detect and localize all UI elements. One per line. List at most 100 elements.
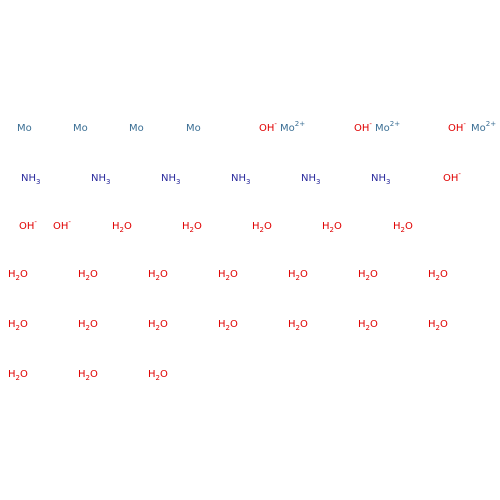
symbol-tail: O	[440, 319, 448, 330]
symbol-tail: O	[90, 319, 98, 330]
subscript: 3	[386, 178, 390, 186]
atom-label: H2O	[393, 221, 413, 234]
charge: 2+	[390, 120, 400, 128]
atom-label: H2O	[78, 269, 98, 282]
charge: -	[463, 120, 466, 128]
charge: -	[369, 120, 372, 128]
atom-label: Mo	[129, 123, 144, 134]
atom-label: OH-	[53, 218, 71, 232]
symbol-tail: O	[20, 319, 28, 330]
symbol: H	[78, 269, 86, 280]
atom-label: H2O	[428, 269, 448, 282]
symbol: H	[112, 221, 120, 232]
atom-label: Mo2+	[471, 120, 496, 134]
subscript: 2	[86, 274, 90, 282]
charge: 2+	[295, 120, 305, 128]
atom-label: NH3	[371, 173, 390, 186]
symbol: OH	[354, 123, 369, 134]
atom-label: NH3	[161, 173, 180, 186]
atom-label: OH-	[19, 218, 37, 232]
symbol: H	[218, 319, 226, 330]
subscript: 2	[190, 226, 194, 234]
symbol: H	[428, 269, 436, 280]
atom-label: H2O	[78, 369, 98, 382]
atom-label: OH-	[443, 170, 461, 184]
symbol-tail: O	[334, 221, 342, 232]
atom-label: H2O	[8, 319, 28, 332]
symbol-tail: O	[370, 319, 378, 330]
symbol-tail: O	[300, 269, 308, 280]
atom-label: H2O	[112, 221, 132, 234]
symbol: H	[358, 269, 366, 280]
atom-label: H2O	[148, 319, 168, 332]
atom-label: H2O	[148, 269, 168, 282]
atom-label: NH3	[21, 173, 40, 186]
atom-label: Mo	[186, 123, 201, 134]
symbol-tail: O	[20, 369, 28, 380]
charge: -	[68, 218, 71, 226]
charge: 2+	[486, 120, 496, 128]
subscript: 2	[436, 324, 440, 332]
symbol: H	[322, 221, 330, 232]
symbol-tail: O	[440, 269, 448, 280]
symbol: H	[358, 319, 366, 330]
symbol: NH	[231, 173, 246, 184]
subscript: 2	[16, 374, 20, 382]
atom-label: H2O	[252, 221, 272, 234]
symbol: NH	[161, 173, 176, 184]
symbol: H	[218, 269, 226, 280]
atom-label: OH-	[354, 120, 372, 134]
atom-label: Mo2+	[375, 120, 400, 134]
atom-label: H2O	[78, 319, 98, 332]
symbol-tail: O	[90, 269, 98, 280]
symbol: H	[252, 221, 260, 232]
symbol: NH	[21, 173, 36, 184]
symbol: OH	[53, 221, 68, 232]
symbol: Mo	[186, 123, 201, 134]
atom-label: H2O	[8, 269, 28, 282]
subscript: 2	[296, 324, 300, 332]
atom-label: H2O	[218, 319, 238, 332]
symbol: NH	[301, 173, 316, 184]
subscript: 2	[16, 274, 20, 282]
symbol: OH	[448, 123, 463, 134]
charge: -	[34, 218, 37, 226]
subscript: 2	[120, 226, 124, 234]
subscript: 2	[156, 324, 160, 332]
symbol: H	[148, 369, 156, 380]
atom-label: H2O	[322, 221, 342, 234]
charge: -	[458, 170, 461, 178]
subscript: 2	[86, 374, 90, 382]
symbol-tail: O	[300, 319, 308, 330]
symbol: NH	[91, 173, 106, 184]
subscript: 2	[16, 324, 20, 332]
atom-label: H2O	[428, 319, 448, 332]
symbol: OH	[443, 173, 458, 184]
symbol: Mo	[375, 123, 390, 134]
symbol: Mo	[280, 123, 295, 134]
symbol-tail: O	[405, 221, 413, 232]
symbol: H	[8, 269, 16, 280]
symbol: H	[182, 221, 190, 232]
subscript: 2	[330, 226, 334, 234]
subscript: 2	[401, 226, 405, 234]
atom-label: Mo	[17, 123, 32, 134]
symbol: H	[78, 319, 86, 330]
symbol: NH	[371, 173, 386, 184]
symbol-tail: O	[160, 269, 168, 280]
symbol: H	[8, 369, 16, 380]
atom-label: H2O	[358, 269, 378, 282]
atom-label: H2O	[288, 319, 308, 332]
subscript: 2	[296, 274, 300, 282]
atom-label: OH-	[259, 120, 277, 134]
subscript: 3	[176, 178, 180, 186]
symbol-tail: O	[370, 269, 378, 280]
symbol-tail: O	[124, 221, 132, 232]
subscript: 2	[366, 274, 370, 282]
subscript: 2	[86, 324, 90, 332]
symbol: H	[148, 319, 156, 330]
symbol: OH	[259, 123, 274, 134]
atom-label: OH-	[448, 120, 466, 134]
subscript: 2	[156, 274, 160, 282]
charge: -	[274, 120, 277, 128]
